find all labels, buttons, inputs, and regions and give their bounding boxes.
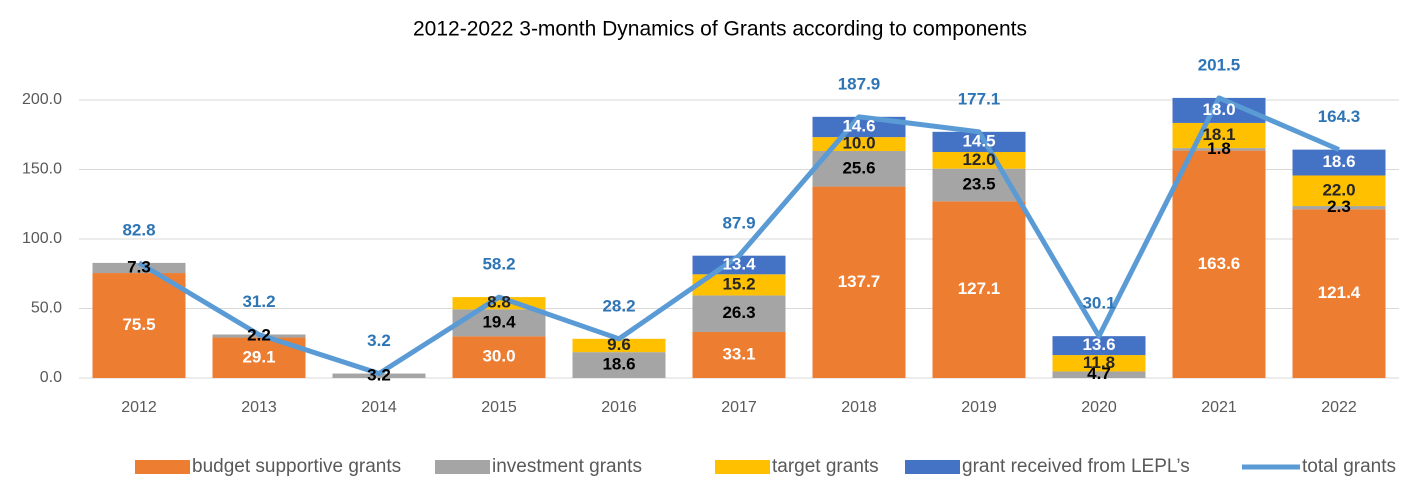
bar-segment <box>572 338 666 353</box>
data-label: 30.0 <box>482 347 515 366</box>
line-label: 30.1 <box>1082 294 1115 313</box>
data-label: 13.6 <box>1082 335 1115 354</box>
bar-segment <box>1052 336 1146 356</box>
data-label: 8.8 <box>487 293 511 312</box>
bar-segment <box>692 331 786 378</box>
data-label: 12.0 <box>962 150 995 169</box>
x-tick-label: 2012 <box>121 399 157 416</box>
legend-label: budget supportive grants <box>192 456 401 477</box>
x-tick-label: 2019 <box>961 399 997 416</box>
data-label: 75.5 <box>122 315 155 334</box>
line-label: 28.2 <box>602 296 635 315</box>
bar-segment <box>812 151 906 187</box>
data-label: 3.2 <box>367 365 391 384</box>
line-label: 87.9 <box>722 213 755 232</box>
data-label: 9.6 <box>607 335 631 354</box>
bar-segment <box>932 201 1026 378</box>
x-tick-label: 2018 <box>841 399 877 416</box>
bar-segment <box>1172 148 1266 151</box>
data-label: 121.4 <box>1318 283 1361 302</box>
bar-segment <box>452 336 546 378</box>
legend-swatch <box>905 460 960 474</box>
line-label: 164.3 <box>1318 107 1361 126</box>
line-label: 177.1 <box>958 89 1001 108</box>
bar-segment <box>1292 149 1386 176</box>
data-label: 4.7 <box>1087 364 1111 383</box>
total-line <box>137 95 1340 377</box>
x-tick-label: 2021 <box>1201 399 1237 416</box>
bar-segment <box>572 352 666 378</box>
data-label: 18.0 <box>1202 100 1235 119</box>
data-label: 127.1 <box>958 279 1001 298</box>
data-label: 14.5 <box>962 131 995 150</box>
chart-title: 2012-2022 3-month Dynamics of Grants acc… <box>413 18 1027 41</box>
line-label: 187.9 <box>838 74 881 93</box>
data-label: 137.7 <box>838 272 881 291</box>
bar-segment <box>1292 175 1386 207</box>
data-label: 29.1 <box>242 347 275 366</box>
line-label: 82.8 <box>122 220 155 239</box>
data-label: 22.0 <box>1322 180 1355 199</box>
x-tick-label: 2015 <box>481 399 517 416</box>
bar-segment <box>932 151 1026 169</box>
bar-segment <box>1292 209 1386 378</box>
data-label: 18.6 <box>1322 152 1355 171</box>
x-tick-label: 2022 <box>1321 399 1357 416</box>
data-label: 10.0 <box>842 134 875 153</box>
legend-label: total grants <box>1302 456 1396 477</box>
data-label: 13.4 <box>722 254 756 273</box>
legend-label: target grants <box>772 456 879 477</box>
line-label: 201.5 <box>1198 55 1241 74</box>
bar-segment <box>692 274 786 296</box>
data-label: 15.2 <box>722 274 755 293</box>
data-label: 18.1 <box>1202 125 1235 144</box>
data-label: 2.2 <box>247 326 271 345</box>
data-label: 23.5 <box>962 174 995 193</box>
bar-segment <box>1052 371 1146 378</box>
legend-swatch <box>435 460 490 474</box>
bar-segment <box>932 131 1026 152</box>
data-label: 14.6 <box>842 116 875 135</box>
x-tick-label: 2014 <box>361 399 397 416</box>
bar-segment <box>1172 150 1266 378</box>
bar-segment <box>92 273 186 378</box>
data-label: 25.6 <box>842 158 875 177</box>
data-label: 26.3 <box>722 303 755 322</box>
bar-segment <box>452 309 546 337</box>
legend-swatch <box>715 460 770 474</box>
data-label: 2.3 <box>1327 197 1351 216</box>
y-tick-label: 100.0 <box>22 230 62 247</box>
data-label: 163.6 <box>1198 254 1241 273</box>
x-tick-label: 2013 <box>241 399 277 416</box>
data-label: 11.8 <box>1083 353 1115 372</box>
bar-segment <box>692 295 786 332</box>
data-label: 18.6 <box>602 355 635 374</box>
x-tick-label: 2016 <box>601 399 637 416</box>
data-label: 7.3 <box>127 257 151 276</box>
x-tick-label: 2017 <box>721 399 757 416</box>
bar-segment <box>1172 122 1266 149</box>
data-label: 1.8 <box>1207 139 1231 158</box>
y-tick-label: 0.0 <box>40 369 62 386</box>
data-label: 19.4 <box>482 312 516 331</box>
y-tick-label: 200.0 <box>22 91 62 108</box>
data-label: 33.1 <box>722 344 755 363</box>
line-label: 3.2 <box>367 331 391 350</box>
line-label: 31.2 <box>242 292 275 311</box>
bar-segment <box>1052 355 1146 372</box>
y-tick-label: 150.0 <box>22 161 62 178</box>
bar-segment <box>92 262 186 274</box>
line-label: 58.2 <box>482 255 515 274</box>
bar-segment <box>1292 206 1386 210</box>
legend-label: investment grants <box>492 456 642 477</box>
y-tick-label: 50.0 <box>31 300 62 317</box>
legend-swatch <box>135 460 190 474</box>
legend-label: grant received from LEPL’s <box>962 456 1190 477</box>
x-tick-label: 2020 <box>1081 399 1117 416</box>
bar-segment <box>812 186 906 378</box>
